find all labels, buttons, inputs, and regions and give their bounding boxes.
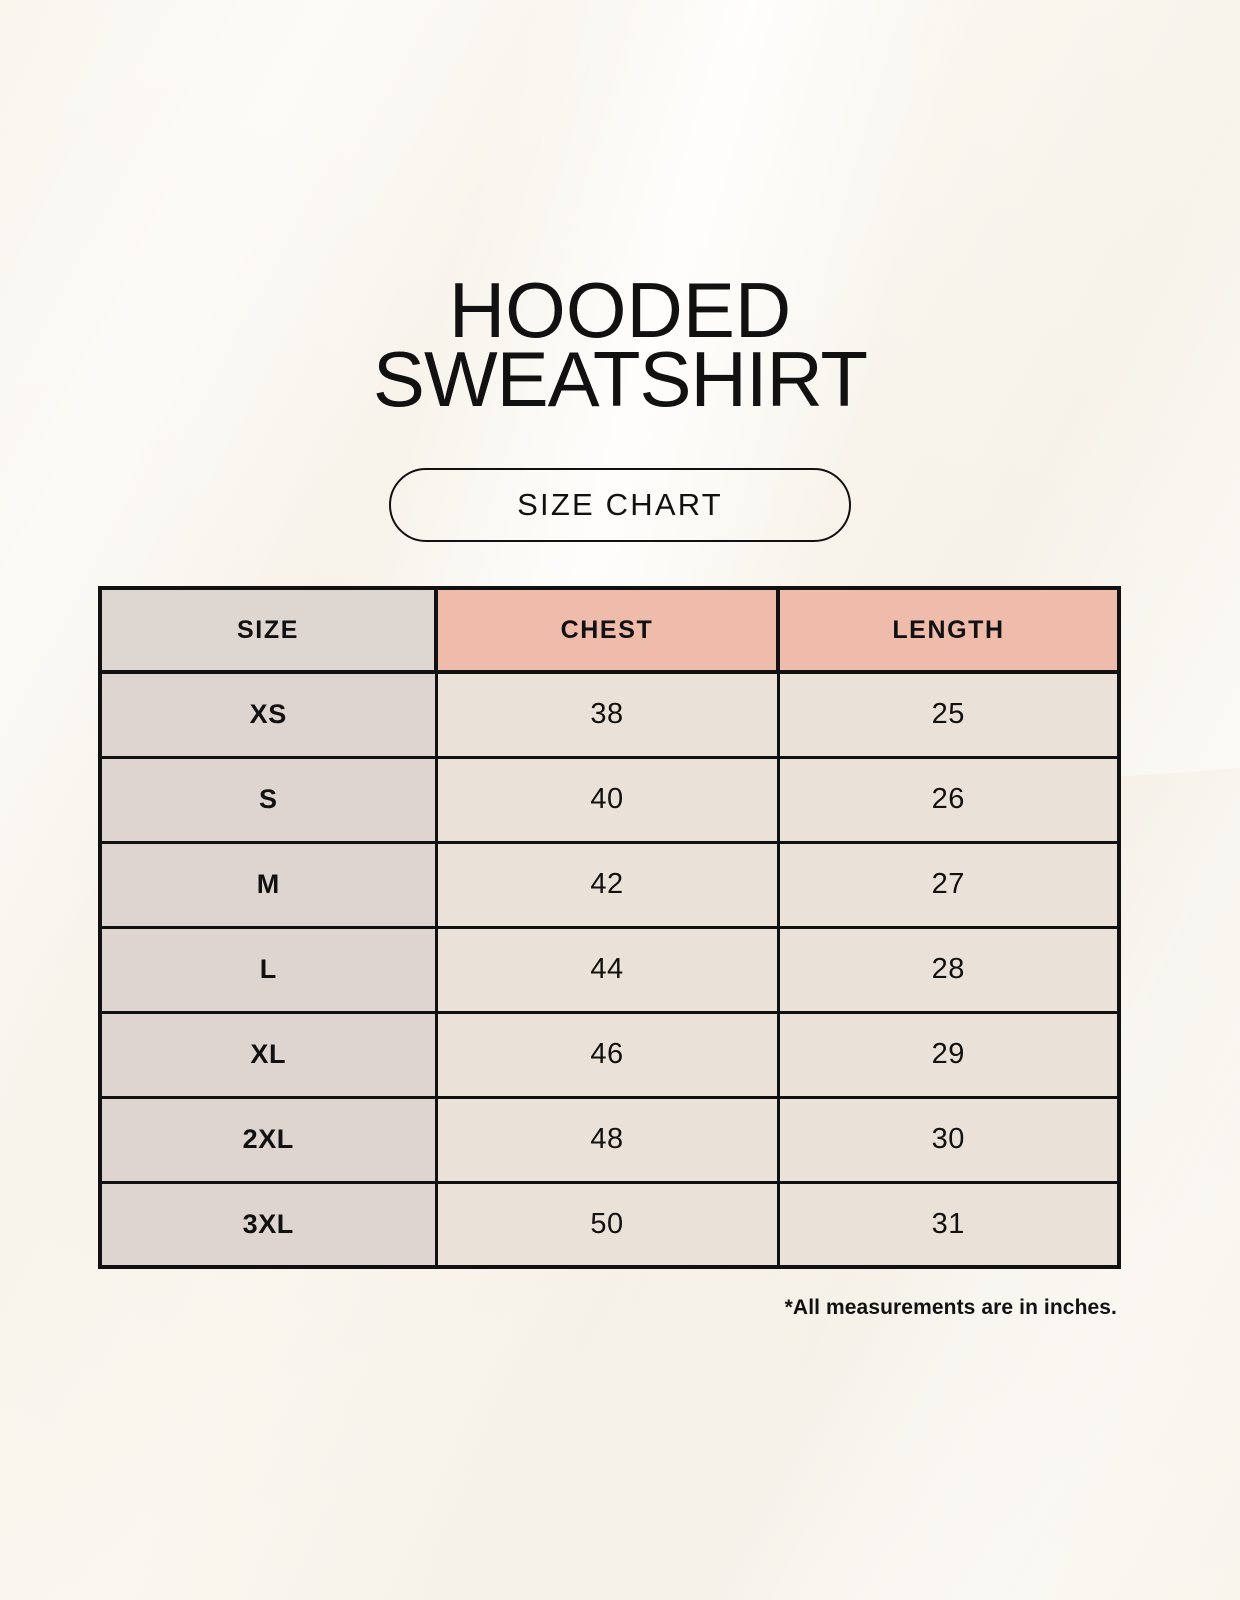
cell-size: 2XL: [100, 1095, 436, 1182]
size-table-wrapper: SIZE CHEST LENGTH XS 38 25 S 40 26: [98, 586, 1121, 1269]
table-row: L 44 28: [100, 925, 1119, 1012]
column-header-size: SIZE: [100, 588, 436, 672]
size-chart-badge-wrapper: SIZE CHART: [0, 468, 1240, 542]
size-table-header: SIZE CHEST LENGTH: [100, 588, 1119, 672]
cell-chest: 42: [434, 840, 778, 927]
table-header-row: SIZE CHEST LENGTH: [100, 588, 1119, 672]
table-row: XL 46 29: [100, 1010, 1119, 1097]
column-header-chest: CHEST: [434, 588, 778, 672]
size-table-body: XS 38 25 S 40 26 M 42 27 L: [100, 672, 1119, 1267]
cell-size: XL: [100, 1010, 436, 1097]
cell-length: 25: [776, 672, 1119, 757]
cell-length: 28: [776, 925, 1119, 1012]
cell-size: XS: [100, 672, 436, 757]
cell-size: M: [100, 840, 436, 927]
cell-length: 29: [776, 1010, 1119, 1097]
cell-size: L: [100, 925, 436, 1012]
size-chart-badge-label: SIZE CHART: [517, 487, 723, 522]
page-title: HOODED SWEATSHIRT: [0, 266, 1240, 423]
table-row: XS 38 25: [100, 672, 1119, 757]
cell-chest: 44: [434, 925, 778, 1012]
cell-chest: 46: [434, 1010, 778, 1097]
size-chart-badge: SIZE CHART: [389, 468, 851, 542]
cell-chest: 48: [434, 1095, 778, 1182]
column-header-length: LENGTH: [776, 588, 1119, 672]
measurement-footnote: *All measurements are in inches.: [784, 1296, 1117, 1319]
cell-length: 27: [776, 840, 1119, 927]
table-row: S 40 26: [100, 755, 1119, 842]
cell-length: 30: [776, 1095, 1119, 1182]
cell-chest: 50: [434, 1180, 778, 1267]
table-row: 2XL 48 30: [100, 1095, 1119, 1182]
title-line-1: HOODED: [448, 266, 792, 354]
cell-chest: 38: [434, 672, 778, 757]
cell-length: 26: [776, 755, 1119, 842]
title-line-2: SWEATSHIRT: [372, 334, 868, 423]
table-row: 3XL 50 31: [100, 1180, 1119, 1267]
cell-size: 3XL: [100, 1180, 436, 1267]
cell-chest: 40: [434, 755, 778, 842]
cell-size: S: [100, 755, 436, 842]
size-table: SIZE CHEST LENGTH XS 38 25 S 40 26: [98, 586, 1121, 1269]
cell-length: 31: [776, 1180, 1119, 1267]
table-row: M 42 27: [100, 840, 1119, 927]
